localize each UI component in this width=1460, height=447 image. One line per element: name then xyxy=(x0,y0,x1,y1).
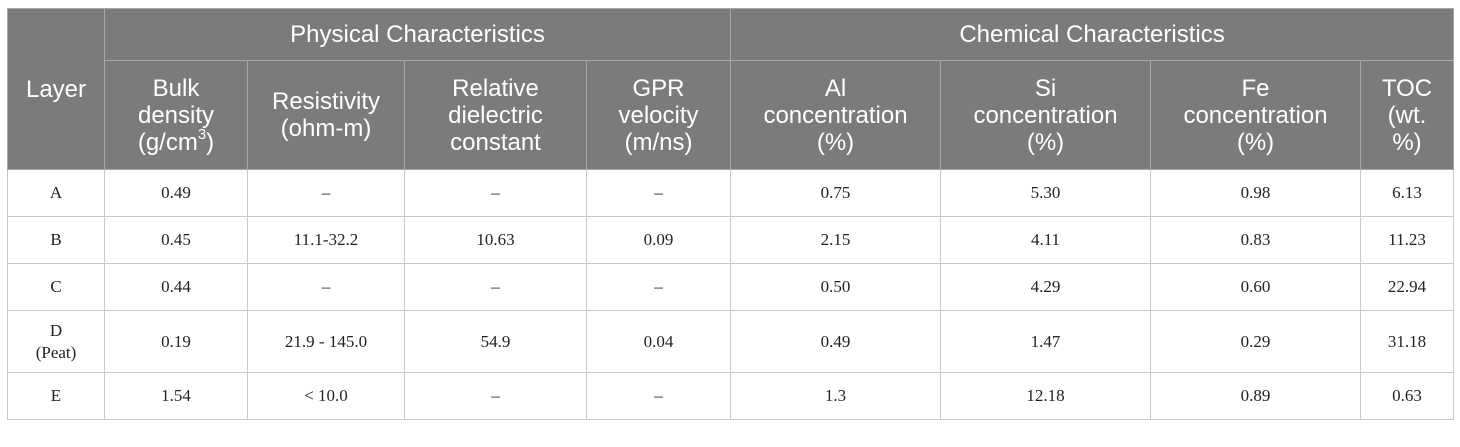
characteristics-table: Layer Physical Characteristics Chemical … xyxy=(7,8,1455,420)
header-gpr-velocity: GPR velocity (m/ns) xyxy=(586,60,731,170)
cell-dielectric: 10.63 xyxy=(404,216,587,264)
cell-layer: C xyxy=(7,263,105,311)
cell-gpr-velocity: – xyxy=(586,372,731,420)
cell-bulk-density: 1.54 xyxy=(104,372,248,420)
header-bulk-density: Bulk density (g/cm3) xyxy=(104,60,248,170)
cell-fe: 0.29 xyxy=(1150,310,1361,373)
cell-gpr-velocity: – xyxy=(586,263,731,311)
cell-layer: D (Peat) xyxy=(7,310,105,373)
table-row: D (Peat) 0.19 21.9 - 145.0 54.9 0.04 0.4… xyxy=(7,310,1455,373)
cell-bulk-density: 0.44 xyxy=(104,263,248,311)
cell-resistivity: – xyxy=(247,169,405,217)
header-physical-group: Physical Characteristics xyxy=(104,8,731,61)
header-relative-dielectric: Relative dielectric constant xyxy=(404,60,587,170)
header-toc: TOC (wt. %) xyxy=(1359,60,1455,170)
header-chemical-group: Chemical Characteristics xyxy=(729,8,1455,61)
cell-si: 4.29 xyxy=(940,263,1151,311)
cell-dielectric: 54.9 xyxy=(404,310,587,373)
table-container: Layer Physical Characteristics Chemical … xyxy=(7,8,1455,420)
cell-al: 2.15 xyxy=(730,216,941,264)
table-row: B 0.45 11.1-32.2 10.63 0.09 2.15 4.11 0.… xyxy=(7,216,1455,264)
cell-resistivity: < 10.0 xyxy=(247,372,405,420)
cell-toc: 0.63 xyxy=(1359,372,1455,420)
cell-bulk-density: 0.19 xyxy=(104,310,248,373)
cell-gpr-velocity: 0.09 xyxy=(586,216,731,264)
cell-si: 1.47 xyxy=(940,310,1151,373)
cell-toc: 31.18 xyxy=(1359,310,1455,373)
table-row: C 0.44 – – – 0.50 4.29 0.60 22.94 xyxy=(7,263,1455,311)
cell-fe: 0.89 xyxy=(1150,372,1361,420)
cell-toc: 11.23 xyxy=(1359,216,1455,264)
cell-al: 0.50 xyxy=(730,263,941,311)
cell-resistivity: – xyxy=(247,263,405,311)
cell-resistivity: 21.9 - 145.0 xyxy=(247,310,405,373)
cell-bulk-density: 0.45 xyxy=(104,216,248,264)
cell-fe: 0.98 xyxy=(1150,169,1361,217)
cell-al: 0.75 xyxy=(730,169,941,217)
cell-dielectric: – xyxy=(404,263,587,311)
cell-toc: 6.13 xyxy=(1359,169,1455,217)
cell-resistivity: 11.1-32.2 xyxy=(247,216,405,264)
table-row: A 0.49 – – – 0.75 5.30 0.98 6.13 xyxy=(7,169,1455,217)
cell-bulk-density: 0.49 xyxy=(104,169,248,217)
cell-fe: 0.83 xyxy=(1150,216,1361,264)
cell-si: 12.18 xyxy=(940,372,1151,420)
cell-si: 5.30 xyxy=(940,169,1151,217)
cell-fe: 0.60 xyxy=(1150,263,1361,311)
cell-si: 4.11 xyxy=(940,216,1151,264)
header-fe-concentration: Fe concentration (%) xyxy=(1150,60,1361,170)
cell-layer: E xyxy=(7,372,105,420)
header-al-concentration: Al concentration (%) xyxy=(730,60,941,170)
cell-layer: B xyxy=(7,216,105,264)
cell-dielectric: – xyxy=(404,372,587,420)
header-resistivity: Resistivity (ohm-m) xyxy=(247,60,405,170)
cell-al: 0.49 xyxy=(730,310,941,373)
cell-toc: 22.94 xyxy=(1359,263,1455,311)
cell-al: 1.3 xyxy=(730,372,941,420)
header-si-concentration: Si concentration (%) xyxy=(940,60,1151,170)
table-header: Layer Physical Characteristics Chemical … xyxy=(7,8,1455,170)
cell-dielectric: – xyxy=(404,169,587,217)
table-body: A 0.49 – – – 0.75 5.30 0.98 6.13 B 0.45 … xyxy=(7,169,1455,420)
cell-gpr-velocity: 0.04 xyxy=(586,310,731,373)
table-row: E 1.54 < 10.0 – – 1.3 12.18 0.89 0.63 xyxy=(7,372,1455,420)
cell-gpr-velocity: – xyxy=(586,169,731,217)
header-layer: Layer xyxy=(7,8,105,170)
cell-layer: A xyxy=(7,169,105,217)
